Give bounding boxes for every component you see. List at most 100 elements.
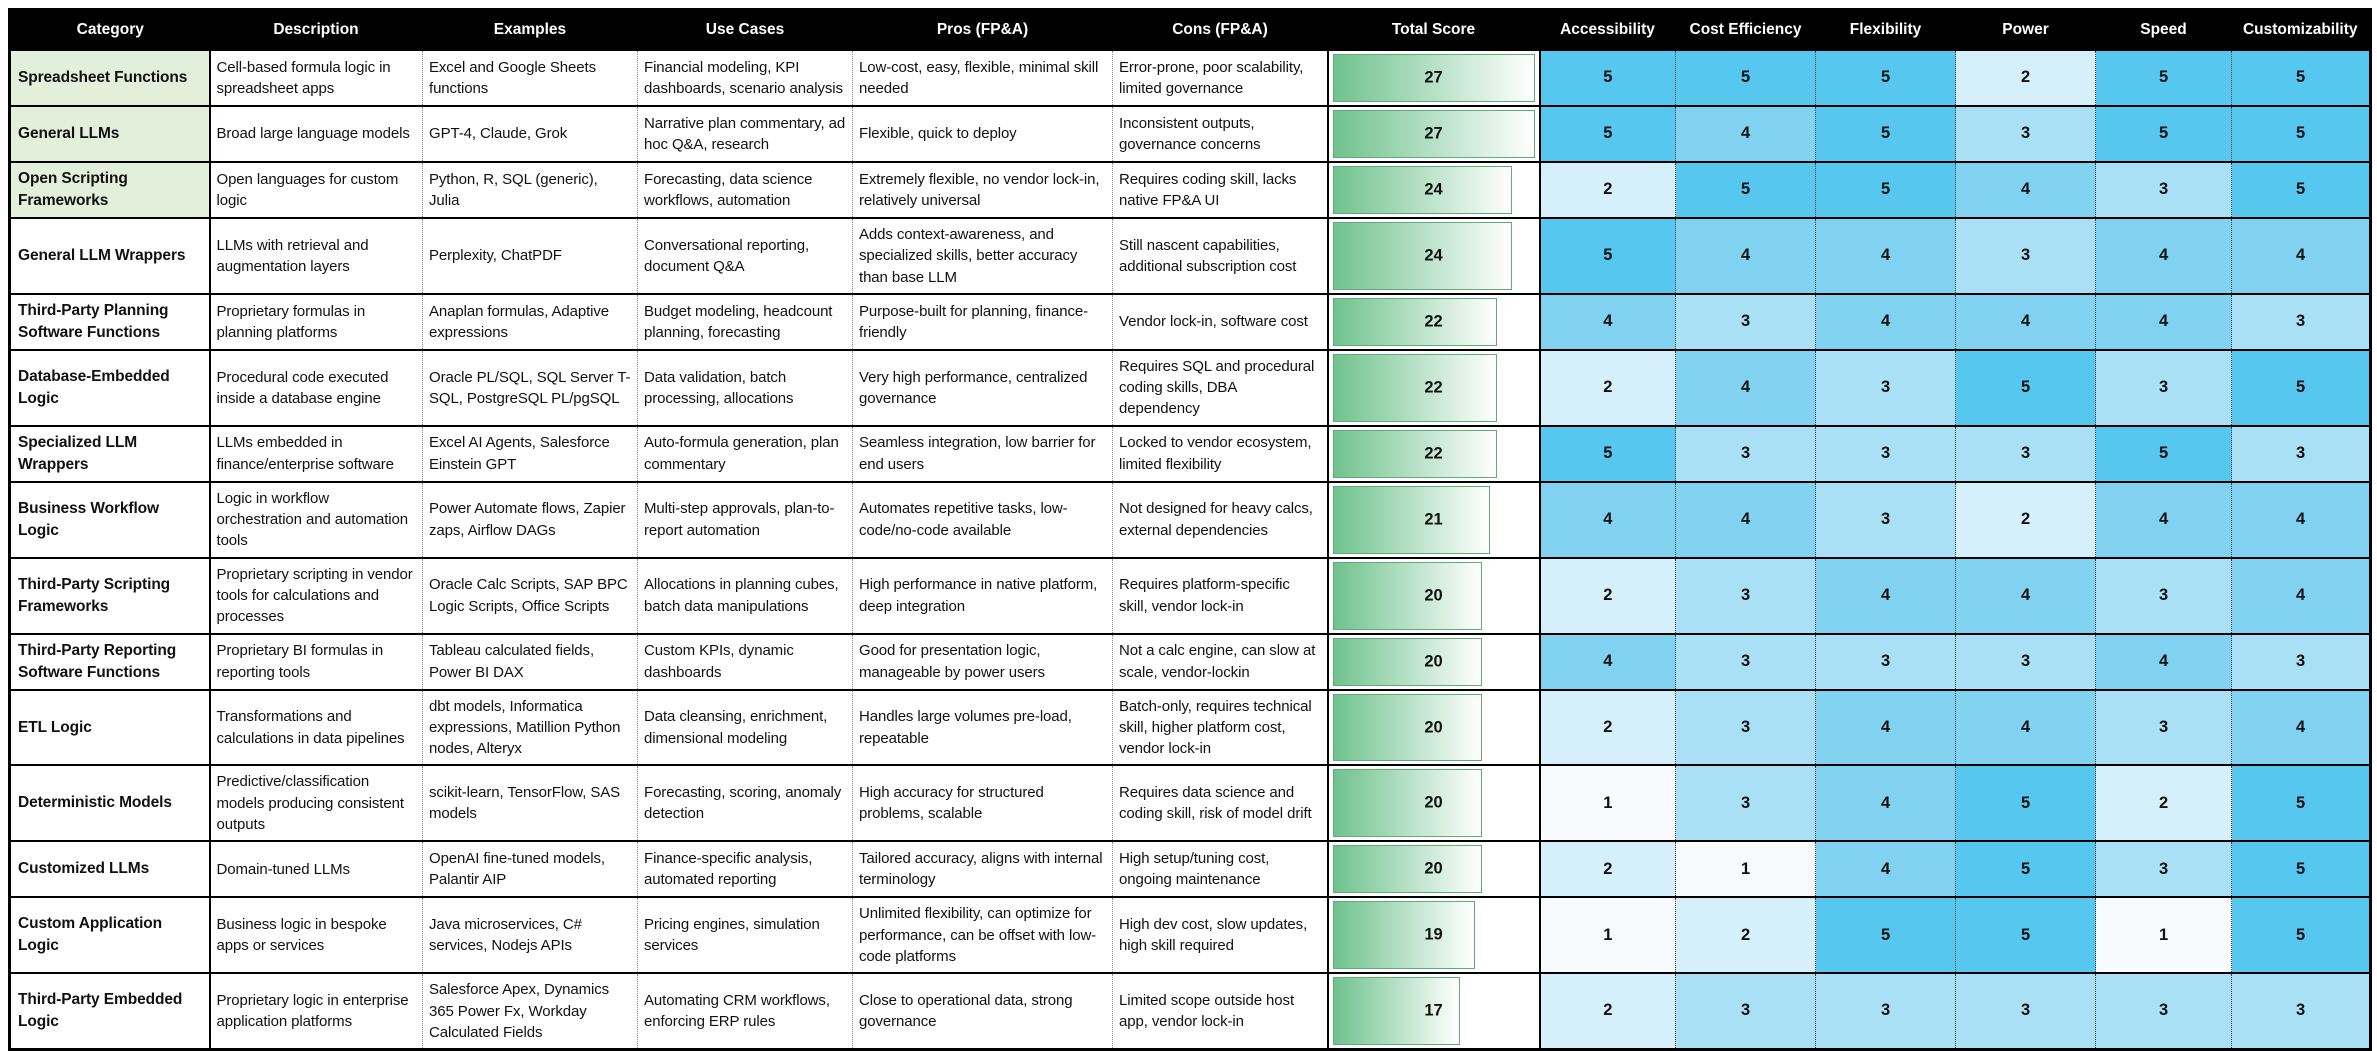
total-score-value: 20	[1424, 651, 1443, 670]
col-header-description: Description	[209, 9, 423, 50]
table-row: Third-Party Planning Software Functions …	[9, 293, 2371, 350]
cell-category: Third-Party Reporting Software Functions	[9, 633, 210, 690]
cell-use-cases: Budget modeling, headcount planning, for…	[637, 293, 853, 350]
cell-use-cases: Pricing engines, simulation services	[637, 897, 853, 974]
cell-customizability-score: 5	[2231, 50, 2371, 106]
total-score-bar	[1332, 901, 1475, 970]
total-score-bar-track: 17	[1332, 977, 1535, 1046]
cell-examples: Tableau calculated fields, Power BI DAX	[422, 633, 638, 690]
cell-speed-score: 3	[2095, 162, 2232, 218]
fpa-comparison-table: Category Description Examples Use Cases …	[8, 8, 2372, 1051]
col-header-flexibility: Flexibility	[1815, 9, 1956, 50]
col-header-cons: Cons (FP&A)	[1112, 9, 1328, 50]
cell-cost-efficiency-score: 5	[1675, 162, 1816, 218]
cell-flexibility-score: 4	[1815, 293, 1956, 350]
total-score-value: 24	[1424, 246, 1443, 265]
cell-customizability-score: 5	[2231, 349, 2371, 426]
cell-category: Open Scripting Frameworks	[9, 162, 210, 218]
cell-customizability-score: 5	[2231, 162, 2371, 218]
cell-total-score: 22	[1326, 425, 1540, 482]
cell-speed-score: 4	[2095, 218, 2232, 294]
cell-pros: Seamless integration, low barrier for en…	[852, 425, 1113, 482]
cell-accessibility-score: 2	[1538, 973, 1676, 1050]
cell-speed-score: 5	[2095, 50, 2232, 106]
cell-use-cases: Conversational reporting, document Q&A	[637, 218, 853, 294]
cell-cons: Limited scope outside host app, vendor l…	[1112, 973, 1328, 1050]
cell-cons: Not designed for heavy calcs, external d…	[1112, 481, 1328, 558]
cell-speed-score: 3	[2095, 349, 2232, 426]
table-row: Open Scripting Frameworks Open languages…	[9, 162, 2371, 218]
cell-category: Custom Application Logic	[9, 897, 210, 974]
cell-customizability-score: 4	[2231, 689, 2371, 766]
cell-flexibility-score: 3	[1815, 425, 1956, 482]
total-score-bar	[1332, 485, 1490, 554]
cell-total-score: 27	[1326, 106, 1540, 162]
cell-pros: Good for presentation logic, manageable …	[852, 633, 1113, 690]
table-row: Customized LLMs Domain-tuned LLMs OpenAI…	[9, 841, 2371, 898]
cell-cons: Locked to vendor ecosystem, limited flex…	[1112, 425, 1328, 482]
cell-description: Logic in workflow orchestration and auto…	[208, 481, 423, 558]
cell-customizability-score: 4	[2231, 557, 2371, 634]
total-score-value: 22	[1424, 312, 1443, 331]
total-score-value: 20	[1424, 793, 1443, 812]
cell-category: Customized LLMs	[9, 841, 210, 898]
cell-speed-score: 3	[2095, 689, 2232, 766]
total-score-bar-track: 20	[1332, 845, 1535, 894]
cell-description: Proprietary formulas in planning platfor…	[208, 293, 423, 350]
table-row: Third-Party Scripting Frameworks Proprie…	[9, 557, 2371, 634]
col-header-power: Power	[1955, 9, 2096, 50]
cell-accessibility-score: 1	[1538, 897, 1676, 974]
col-header-accessibility: Accessibility	[1539, 9, 1676, 50]
cell-power-score: 2	[1955, 481, 2096, 558]
table-row: General LLMs Broad large language models…	[9, 106, 2371, 162]
cell-power-score: 4	[1955, 162, 2096, 218]
cell-speed-score: 5	[2095, 425, 2232, 482]
cell-customizability-score: 4	[2231, 218, 2371, 294]
cell-description: LLMs embedded in finance/enterprise soft…	[208, 425, 423, 482]
total-score-value: 22	[1424, 378, 1443, 397]
cell-category: General LLM Wrappers	[9, 218, 210, 294]
cell-cost-efficiency-score: 4	[1675, 106, 1816, 162]
cell-accessibility-score: 4	[1538, 481, 1676, 558]
cell-total-score: 20	[1326, 841, 1540, 898]
cell-pros: Extremely flexible, no vendor lock-in, r…	[852, 162, 1113, 218]
total-score-bar	[1332, 693, 1483, 762]
cell-power-score: 3	[1955, 633, 2096, 690]
cell-cons: Vendor lock-in, software cost	[1112, 293, 1328, 350]
cell-use-cases: Narrative plan commentary, ad hoc Q&A, r…	[637, 106, 853, 162]
cell-cost-efficiency-score: 2	[1675, 897, 1816, 974]
total-score-bar-track: 20	[1332, 637, 1535, 686]
cell-pros: Purpose-built for planning, finance-frie…	[852, 293, 1113, 350]
cell-pros: Handles large volumes pre-load, repeatab…	[852, 689, 1113, 766]
cell-pros: High performance in native platform, dee…	[852, 557, 1113, 634]
cell-customizability-score: 3	[2231, 293, 2371, 350]
total-score-bar	[1332, 769, 1483, 838]
cell-cost-efficiency-score: 3	[1675, 633, 1816, 690]
cell-cons: Inconsistent outputs, governance concern…	[1112, 106, 1328, 162]
cell-accessibility-score: 2	[1538, 349, 1676, 426]
cell-accessibility-score: 2	[1538, 689, 1676, 766]
cell-use-cases: Auto-formula generation, plan commentary	[637, 425, 853, 482]
col-header-total-score: Total Score	[1327, 9, 1540, 50]
cell-description: Transformations and calculations in data…	[208, 689, 423, 766]
cell-total-score: 19	[1326, 897, 1540, 974]
cell-category: General LLMs	[9, 106, 210, 162]
cell-use-cases: Allocations in planning cubes, batch dat…	[637, 557, 853, 634]
cell-pros: Very high performance, centralized gover…	[852, 349, 1113, 426]
total-score-bar-track: 19	[1332, 901, 1535, 970]
cell-pros: Tailored accuracy, aligns with internal …	[852, 841, 1113, 898]
cell-examples: Salesforce Apex, Dynamics 365 Power Fx, …	[422, 973, 638, 1050]
cell-use-cases: Data cleansing, enrichment, dimensional …	[637, 689, 853, 766]
cell-total-score: 27	[1326, 50, 1540, 106]
cell-flexibility-score: 5	[1815, 897, 1956, 974]
total-score-value: 17	[1424, 1001, 1443, 1020]
cell-examples: dbt models, Informatica expressions, Mat…	[422, 689, 638, 766]
total-score-bar-track: 22	[1332, 353, 1535, 422]
cell-customizability-score: 5	[2231, 106, 2371, 162]
table-row: Spreadsheet Functions Cell-based formula…	[9, 50, 2371, 106]
cell-customizability-score: 3	[2231, 973, 2371, 1050]
cell-flexibility-score: 4	[1815, 689, 1956, 766]
col-header-use-cases: Use Cases	[637, 9, 853, 50]
table-row: ETL Logic Transformations and calculatio…	[9, 689, 2371, 766]
cell-examples: OpenAI fine-tuned models, Palantir AIP	[422, 841, 638, 898]
